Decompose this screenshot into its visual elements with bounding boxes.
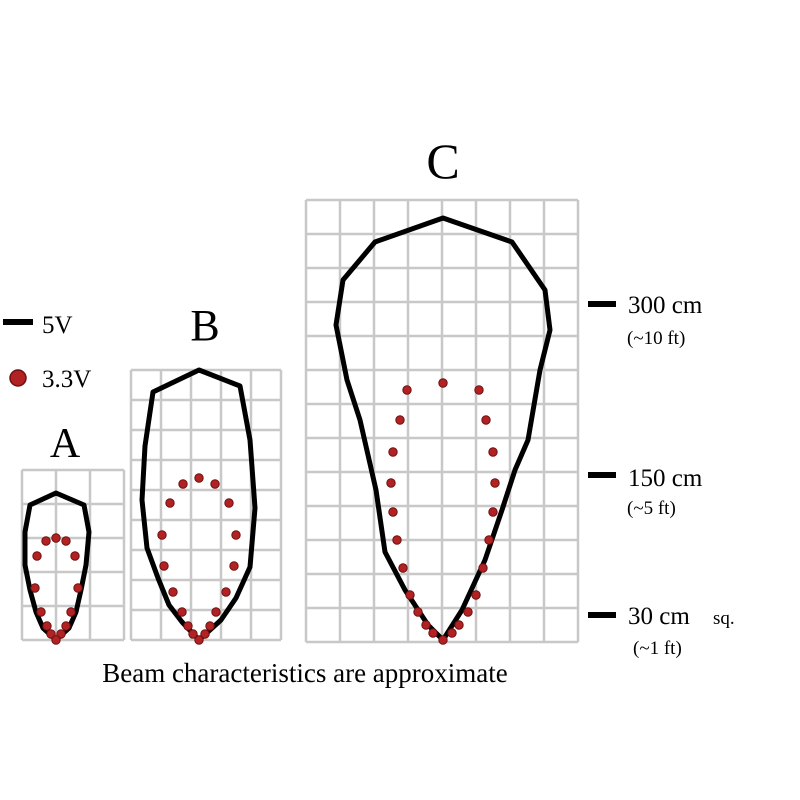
beam-3v3-dot xyxy=(481,415,491,425)
beam-3v3-dot xyxy=(194,635,204,645)
legend-label-5v: 5V xyxy=(42,312,73,339)
beam-3v3-dot xyxy=(210,479,220,489)
panel-c-label: C xyxy=(426,133,459,189)
beam-3v3-dot xyxy=(488,447,498,457)
beam-3v3-dot xyxy=(30,583,40,593)
beam-3v3-dot xyxy=(157,530,167,540)
scale-value: 150 cm xyxy=(628,465,703,492)
panel-b-5v-beam xyxy=(139,367,258,643)
beam-3v3-dot xyxy=(388,447,398,457)
beam-3v3-dot xyxy=(46,629,56,639)
beam-3v3-dot xyxy=(490,478,500,488)
beam-3v3-dot xyxy=(177,607,187,617)
beam-3v3-dot xyxy=(178,479,188,489)
legend-item-3v3: 3.3V xyxy=(9,366,91,393)
panel-b-3v3-beam xyxy=(157,473,241,645)
distance-scale: 300 cm (~10 ft) 150 cm (~5 ft) 30 cm sq.… xyxy=(588,292,735,659)
beam-3v3-dot xyxy=(428,628,438,638)
scale-sub: (~10 ft) xyxy=(627,328,685,349)
beam-3v3-dot xyxy=(388,507,398,517)
legend-dot-swatch xyxy=(9,369,27,387)
caption: Beam characteristics are approximate xyxy=(102,658,508,688)
beam-3v3-dot xyxy=(41,536,51,546)
scale-sub: (~5 ft) xyxy=(627,498,676,519)
legend: 5V 3.3V xyxy=(3,312,91,393)
beam-3v3-dot xyxy=(231,530,241,540)
legend-item-5v: 5V xyxy=(3,312,73,339)
panel-b-grid xyxy=(129,368,283,642)
scale-mark-30cm: 30 cm sq. (~1 ft) xyxy=(588,603,735,659)
beam-3v3-dot xyxy=(183,621,193,631)
beam-3v3-dot xyxy=(413,607,423,617)
beam-3v3-dot xyxy=(42,621,52,631)
beam-3v3-dot xyxy=(438,635,448,645)
scale-tick xyxy=(588,472,616,478)
beam-3v3-dot xyxy=(221,587,231,597)
panel-a: A xyxy=(20,421,126,645)
beam-3v3-dot xyxy=(200,629,210,639)
scale-unit: sq. xyxy=(713,608,735,629)
beam-3v3-dot xyxy=(211,607,221,617)
beam-3v3-dot xyxy=(386,478,396,488)
beam-3v3-dot xyxy=(32,551,42,561)
panel-a-3v3-beam xyxy=(30,533,83,645)
beam-3v3-dot xyxy=(463,607,473,617)
beam-3v3-dot xyxy=(70,551,80,561)
beam-3v3-dot xyxy=(36,607,46,617)
legend-line-swatch xyxy=(3,319,33,325)
beam-3v3-dot xyxy=(421,620,431,630)
panel-a-5v-beam xyxy=(22,490,92,643)
beam-3v3-dot xyxy=(395,415,405,425)
panel-b-label: B xyxy=(190,301,219,350)
beam-3v3-dot xyxy=(405,590,415,600)
beam-3v3-dot xyxy=(398,563,408,573)
beam-3v3-dot xyxy=(188,629,198,639)
beam-3v3-dot xyxy=(61,621,71,631)
legend-label-3v3: 3.3V xyxy=(42,366,91,393)
beam-3v3-dot xyxy=(447,628,457,638)
beam-3v3-dot xyxy=(194,473,204,483)
scale-sub: (~1 ft) xyxy=(633,638,682,659)
panel-c-3v3-beam xyxy=(386,378,500,645)
beam-3v3-dot xyxy=(478,563,488,573)
beam-3v3-dot xyxy=(61,536,71,546)
beam-3v3-dot xyxy=(438,378,448,388)
scale-mark-150cm: 150 cm (~5 ft) xyxy=(588,465,703,519)
beam-3v3-dot xyxy=(229,561,239,571)
beam-3v3-dot xyxy=(484,535,494,545)
beam-3v3-dot xyxy=(474,385,484,395)
beam-3v3-dot xyxy=(392,535,402,545)
scale-tick xyxy=(588,612,616,618)
scale-value: 300 cm xyxy=(628,292,703,319)
panel-b: B xyxy=(129,301,283,645)
panel-a-label: A xyxy=(50,421,81,467)
beam-3v3-dot xyxy=(224,498,234,508)
beam-3v3-dot xyxy=(165,498,175,508)
beam-3v3-dot xyxy=(73,583,83,593)
panel-c: C xyxy=(304,133,580,645)
panel-c-5v-beam xyxy=(333,215,553,643)
scale-value: 30 cm xyxy=(628,603,690,630)
scale-mark-300cm: 300 cm (~10 ft) xyxy=(588,292,703,349)
beam-3v3-dot xyxy=(471,590,481,600)
beam-3v3-dot xyxy=(402,385,412,395)
beam-3v3-dot xyxy=(159,561,169,571)
beam-3v3-dot xyxy=(51,533,61,543)
beam-3v3-dot xyxy=(488,507,498,517)
beam-3v3-dot xyxy=(66,607,76,617)
beam-3v3-dot xyxy=(56,629,66,639)
scale-tick xyxy=(588,301,616,307)
beam-3v3-dot xyxy=(51,635,61,645)
panel-c-grid xyxy=(304,198,580,644)
beam-3v3-dot xyxy=(205,621,215,631)
beam-3v3-dot xyxy=(454,620,464,630)
beam-3v3-dot xyxy=(168,587,178,597)
panel-a-grid xyxy=(20,468,126,642)
